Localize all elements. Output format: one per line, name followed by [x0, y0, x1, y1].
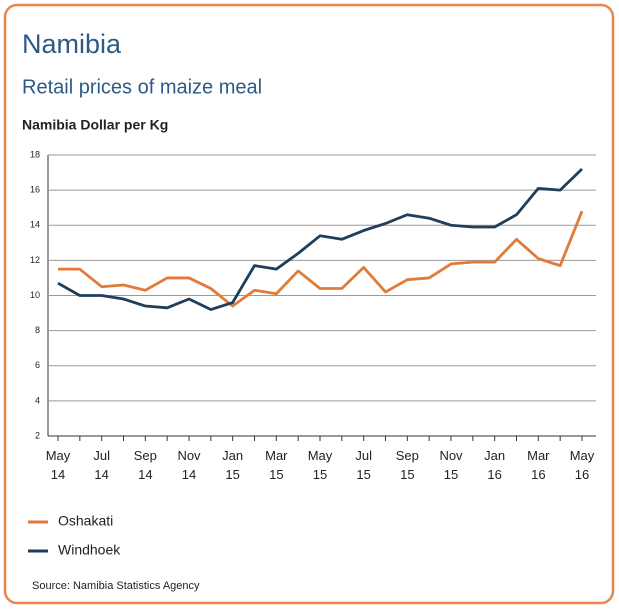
legend-label: Windhoek [58, 542, 121, 558]
line-series [58, 210, 584, 308]
x-tick-label: Nov 14 [177, 448, 201, 482]
x-tick-label: Sep 14 [134, 448, 157, 482]
x-tick-label: Mar 15 [265, 448, 288, 482]
line-series [57, 168, 583, 311]
y-axis-label: Namibia Dollar per Kg [22, 117, 168, 133]
y-tick-label: 4 [35, 395, 40, 405]
chart-subtitle: Retail prices of maize meal [22, 76, 262, 98]
y-tick-label: 14 [30, 220, 40, 230]
legend-label: Oshakati [58, 513, 113, 529]
source: Source: Namibia Statistics Agency [32, 580, 200, 592]
x-tick-label: Jan 15 [222, 448, 243, 482]
y-tick-label: 16 [30, 185, 40, 195]
y-tick-label: 6 [35, 360, 40, 370]
x-tick-label: Jan 16 [484, 448, 505, 482]
chart-title: Namibia [22, 29, 122, 59]
x-tick-label: Jul 14 [93, 448, 110, 482]
x-tick-label: May 15 [308, 448, 333, 482]
y-tick-label: 8 [35, 325, 40, 335]
x-tick-label: Jul 15 [355, 448, 372, 482]
x-tick-label: May 16 [570, 448, 595, 482]
x-tick-label: Nov 15 [439, 448, 463, 482]
y-tick-label: 10 [30, 290, 40, 300]
y-tick-label: 2 [35, 430, 40, 440]
x-tick-label: Sep 15 [396, 448, 419, 482]
y-tick-label: 18 [30, 149, 40, 159]
x-tick-label: May 14 [46, 448, 71, 482]
x-tick-label: Mar 16 [527, 448, 550, 482]
y-tick-label: 12 [30, 255, 40, 265]
